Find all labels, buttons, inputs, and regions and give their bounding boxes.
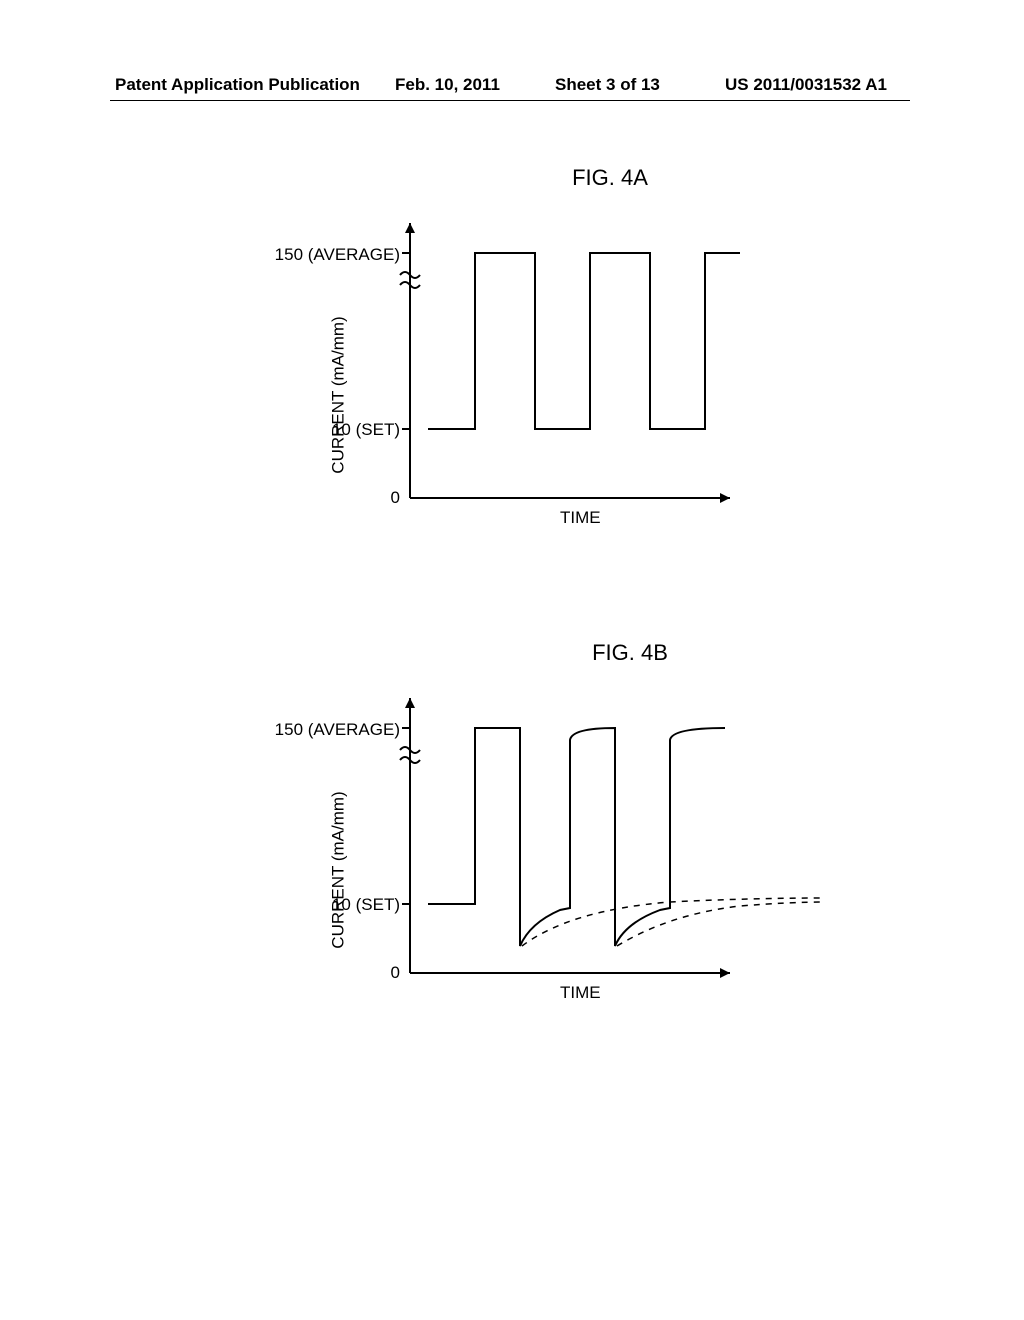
header-sheet: Sheet 3 of 13 <box>555 75 660 95</box>
figure-4a: FIG. 4A CURRENT (mA/mm) 150 (AVERAGE) 10… <box>270 165 790 543</box>
header-rule <box>110 100 910 101</box>
header-date: Feb. 10, 2011 <box>395 75 500 95</box>
figure-4b-xlabel: TIME <box>560 983 601 1003</box>
figure-4b-tick-low: 10 (SET) <box>332 895 400 915</box>
figure-4b: FIG. 4B CURRENT (mA/mm) 150 (AVERAGE) 10… <box>270 640 830 1018</box>
figure-4a-xlabel: TIME <box>560 508 601 528</box>
figure-4b-chart: CURRENT (mA/mm) 150 (AVERAGE) 10 (SET) 0… <box>270 688 830 1018</box>
header-publication: Patent Application Publication <box>115 75 360 95</box>
figure-4a-chart: CURRENT (mA/mm) 150 (AVERAGE) 10 (SET) 0… <box>270 213 750 543</box>
figure-4b-title: FIG. 4B <box>430 640 830 666</box>
figure-4a-title: FIG. 4A <box>430 165 790 191</box>
figure-4a-ylabel: CURRENT (mA/mm) <box>329 316 349 473</box>
figure-4a-tick-zero: 0 <box>391 488 400 508</box>
header-docnum: US 2011/0031532 A1 <box>725 75 887 95</box>
figure-4a-tick-low: 10 (SET) <box>332 420 400 440</box>
figure-4b-tick-zero: 0 <box>391 963 400 983</box>
figure-4b-tick-high: 150 (AVERAGE) <box>275 720 400 740</box>
figure-4b-ylabel: CURRENT (mA/mm) <box>329 791 349 948</box>
figure-4a-tick-high: 150 (AVERAGE) <box>275 245 400 265</box>
